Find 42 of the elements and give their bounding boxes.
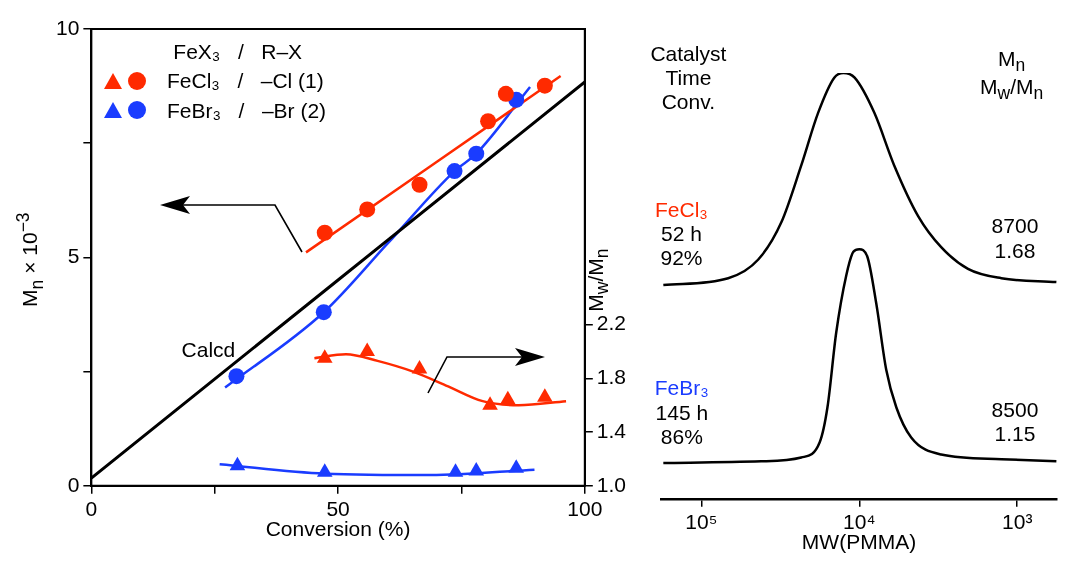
y2-tick-label: 1.4 <box>596 418 627 442</box>
legend-label: FeBr₃ / –Br (2) <box>167 97 327 124</box>
point <box>446 163 463 180</box>
y-tick-label: 5 <box>67 244 80 268</box>
annotation: M$_{n}$ M$_{w}$/M$_{n}$ <box>980 47 1044 104</box>
point <box>536 77 553 94</box>
y2-tick-label: 1.0 <box>596 472 627 496</box>
point <box>468 462 485 476</box>
x-tick-label: 10³ <box>1002 510 1033 534</box>
y2-tick-label: 1.8 <box>596 365 627 389</box>
point <box>316 349 333 363</box>
point <box>480 113 497 130</box>
series-label: Calcd <box>181 338 236 362</box>
point <box>359 201 376 218</box>
legend-label: FeCl₃ / –Cl (1) <box>167 68 324 95</box>
point <box>500 390 516 405</box>
point <box>315 304 332 321</box>
point <box>447 463 464 477</box>
annotation: 8700 1.68 <box>991 214 1039 263</box>
point <box>482 396 498 410</box>
point <box>229 456 246 471</box>
x-tick-label: 10⁵ <box>685 510 718 534</box>
x-tick-label: 0 <box>85 497 98 521</box>
point <box>316 224 333 241</box>
point <box>228 368 245 385</box>
annotation: Catalyst Time Conv. <box>650 41 727 115</box>
point <box>468 145 485 162</box>
point <box>497 85 514 102</box>
point <box>537 388 553 402</box>
annotation: 8500 1.15 <box>991 398 1039 447</box>
point <box>411 359 428 374</box>
x-tick-label: 100 <box>567 497 603 521</box>
point <box>316 463 333 477</box>
legend-title: FeX₃ / R–X <box>172 39 304 65</box>
point <box>359 342 375 356</box>
y2-tick-label: 2.2 <box>596 311 627 335</box>
annotation: FeBr₃ 145 h 86% <box>654 376 709 449</box>
y-tick-label: 0 <box>67 472 80 496</box>
y-tick-label: 10 <box>56 15 80 39</box>
annotation: FeCl₃ 52 h 92% <box>655 198 708 271</box>
point <box>411 176 428 193</box>
point <box>508 459 525 473</box>
